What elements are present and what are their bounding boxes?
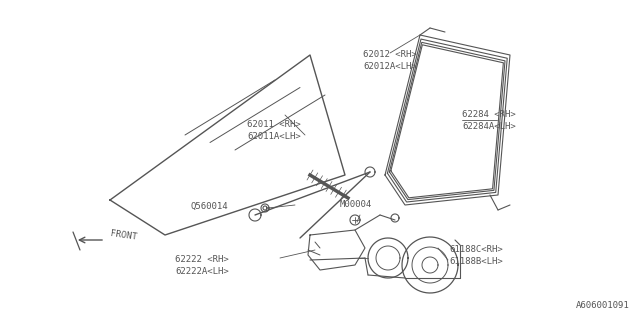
Text: 62012 <RH>
62012A<LH>: 62012 <RH> 62012A<LH> (363, 50, 417, 71)
Text: A606001091: A606001091 (576, 301, 630, 310)
Text: 61188C<RH>
61188B<LH>: 61188C<RH> 61188B<LH> (449, 245, 503, 266)
Text: Q560014: Q560014 (190, 202, 228, 211)
Text: 62284 <RH>
62284A<LH>: 62284 <RH> 62284A<LH> (462, 110, 516, 131)
Text: FRONT: FRONT (110, 229, 138, 241)
Text: 62011 <RH>
62011A<LH>: 62011 <RH> 62011A<LH> (247, 120, 301, 141)
Text: M00004: M00004 (340, 200, 372, 209)
Text: 62222 <RH>
62222A<LH>: 62222 <RH> 62222A<LH> (175, 255, 228, 276)
